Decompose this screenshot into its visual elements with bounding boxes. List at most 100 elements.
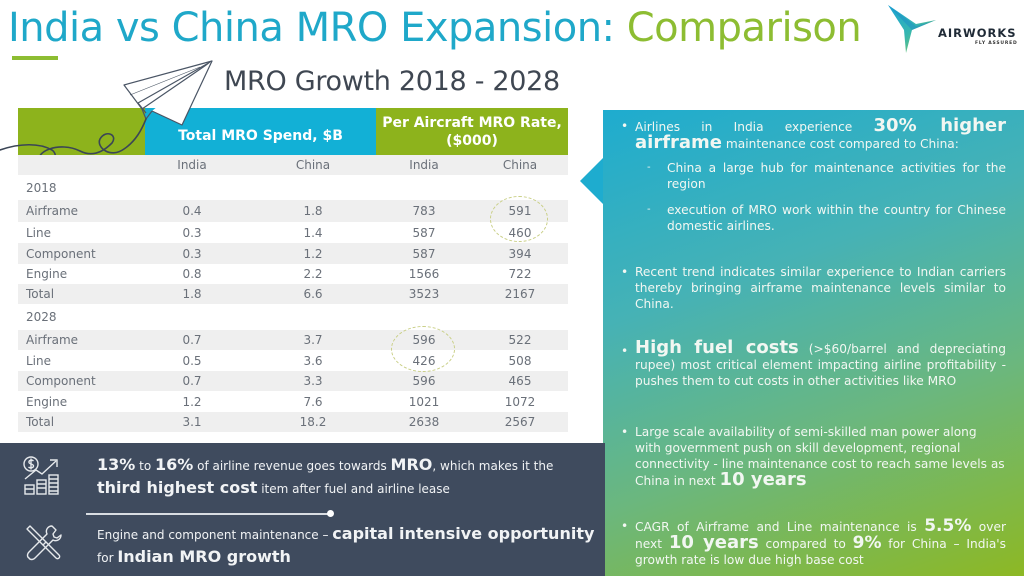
key-facts-panel: 13% to 16% of airline revenue goes towar… — [0, 443, 605, 576]
cell-value: 2.2 — [303, 267, 323, 281]
insight-highlight: 30% higher airframe — [635, 115, 1006, 153]
fact-text: Engine and component maintenance – — [97, 528, 333, 542]
subheader-india-spend: India — [177, 158, 207, 172]
highlight-circle-china-2018 — [490, 196, 548, 242]
fact-highlight: MRO — [390, 455, 433, 474]
header-total-spend: Total MRO Spend, $B — [145, 108, 376, 155]
insights-panel: • Airlines in India experience 30% highe… — [603, 110, 1024, 576]
divider-line — [86, 513, 330, 515]
insight-bullet-5: • CAGR of Airframe and Line maintenance … — [621, 518, 1006, 568]
fact-highlight: Indian MRO growth — [117, 547, 291, 566]
title-accent: Comparison — [626, 5, 862, 51]
table-row: Component 0.7 3.3 596 465 — [18, 371, 568, 391]
table-row: Line 0.5 3.6 426 508 — [18, 350, 568, 371]
row-label: Engine — [26, 394, 68, 409]
year-row-2028: 2028 — [18, 304, 568, 330]
logo-wordmark: AIRWORKS — [938, 26, 1017, 40]
cell-value: 3.6 — [303, 353, 323, 368]
fact-highlight: capital intensive opportunity — [332, 524, 595, 543]
highlight-circle-india-2028 — [391, 326, 455, 372]
cell-value: 2638 — [408, 415, 440, 429]
fact-highlight: third highest cost — [97, 478, 258, 497]
page-title: India vs China MRO Expansion: Comparison — [8, 2, 862, 54]
cell-value: 1021 — [408, 394, 440, 409]
section-subtitle: MRO Growth 2018 - 2028 — [224, 66, 560, 97]
cell-value: 2167 — [504, 287, 536, 301]
insight-highlight: 5.5% — [924, 516, 972, 536]
fact-text: of airline revenue goes towards — [193, 459, 391, 473]
tools-icon — [26, 525, 62, 561]
cell-value: 465 — [508, 374, 532, 388]
cell-value: 0.3 — [182, 246, 202, 261]
insight-text: Recent trend indicates similar experienc… — [635, 265, 1006, 311]
insight-sub-text: China a large hub for maintenance activi… — [667, 161, 1006, 191]
header-per-aircraft-rate: Per Aircraft MRO Rate, ($000) — [376, 108, 568, 155]
cell-value: 522 — [508, 333, 532, 347]
cell-value: 508 — [508, 353, 532, 368]
subheader-china-spend: China — [295, 158, 331, 172]
cell-value: 1.2 — [182, 394, 202, 409]
fact-text: to — [135, 459, 155, 473]
cell-value: 18.2 — [299, 415, 327, 429]
insight-text: maintenance cost compared to China: — [722, 137, 959, 151]
bullet-dot: • — [621, 425, 629, 439]
cell-value: 0.8 — [182, 267, 202, 281]
fact-text: item after fuel and airline lease — [257, 482, 450, 496]
cell-value: 1072 — [504, 394, 536, 409]
cell-value: 1.8 — [182, 287, 202, 301]
dash-marker: - — [647, 204, 651, 215]
header-blank-cell — [18, 108, 145, 155]
cell-value: 587 — [412, 225, 436, 240]
cell-value: 0.7 — [182, 333, 202, 347]
logo-tagline: FLY ASSURED — [975, 41, 1018, 46]
insight-bullet-4: • Large scale availability of semi-skill… — [621, 424, 1006, 489]
cell-value: 1.8 — [303, 204, 323, 218]
insight-bullet-2: • Recent trend indicates similar experie… — [621, 264, 1006, 312]
cell-value: 783 — [412, 204, 436, 218]
cell-value: 6.6 — [303, 287, 323, 301]
cell-value: 7.6 — [303, 394, 323, 409]
cell-value: 0.4 — [182, 204, 202, 218]
insight-sub-2: - execution of MRO work within the count… — [647, 202, 1006, 234]
cell-value: 0.7 — [182, 374, 202, 388]
row-label: Component — [26, 246, 96, 261]
cell-value: 3.1 — [182, 415, 202, 429]
insight-text: (>$60/barrel and depreciating rupee) mos… — [635, 342, 1007, 388]
insight-text: CAGR of Airframe and Line maintenance is — [635, 520, 925, 534]
table-row: Airframe 0.7 3.7 596 522 — [18, 330, 568, 350]
year-row-2018: 2018 — [18, 175, 568, 200]
row-label: Total — [26, 415, 55, 429]
insight-sub-text: execution of MRO work within the country… — [667, 203, 1006, 233]
cell-value: 1566 — [408, 267, 440, 281]
fact-engine: Engine and component maintenance – capit… — [97, 523, 597, 569]
fact-highlight: 13% — [97, 455, 136, 474]
fact-highlight: 16% — [154, 455, 194, 474]
cell-value: 3523 — [408, 287, 440, 301]
subheader-india-rate: India — [409, 158, 439, 172]
cell-value: 3.3 — [303, 374, 323, 388]
title-underline — [12, 56, 58, 60]
row-label: Airframe — [26, 333, 79, 347]
table-row: Line 0.3 1.4 587 460 — [18, 222, 568, 243]
cell-value: 2567 — [504, 415, 536, 429]
insight-text: compared to — [758, 537, 853, 551]
insight-highlight: 10 years — [668, 532, 759, 553]
bullet-dot: • — [621, 119, 629, 133]
fact-revenue: 13% to 16% of airline revenue goes towar… — [97, 454, 587, 500]
insight-text: Airlines in India experience — [635, 120, 874, 134]
cell-value: 596 — [412, 374, 436, 388]
row-label: Total — [26, 287, 55, 301]
subheader-china-rate: China — [502, 158, 538, 172]
insight-sub-1: - China a large hub for maintenance acti… — [647, 160, 1006, 192]
dash-marker: - — [647, 162, 651, 173]
table-row: Component 0.3 1.2 587 394 — [18, 243, 568, 264]
insight-text: over next — [635, 520, 1006, 551]
row-label: Component — [26, 374, 96, 388]
table-row: Airframe 0.4 1.8 783 591 — [18, 200, 568, 222]
divider-dot — [327, 510, 334, 517]
cell-value: 0.3 — [182, 225, 202, 240]
fact-text: , which makes it the — [432, 459, 554, 473]
callout-arrow — [580, 157, 604, 205]
insight-highlight: 10 years — [719, 469, 807, 490]
cell-value: 1.4 — [303, 225, 323, 240]
